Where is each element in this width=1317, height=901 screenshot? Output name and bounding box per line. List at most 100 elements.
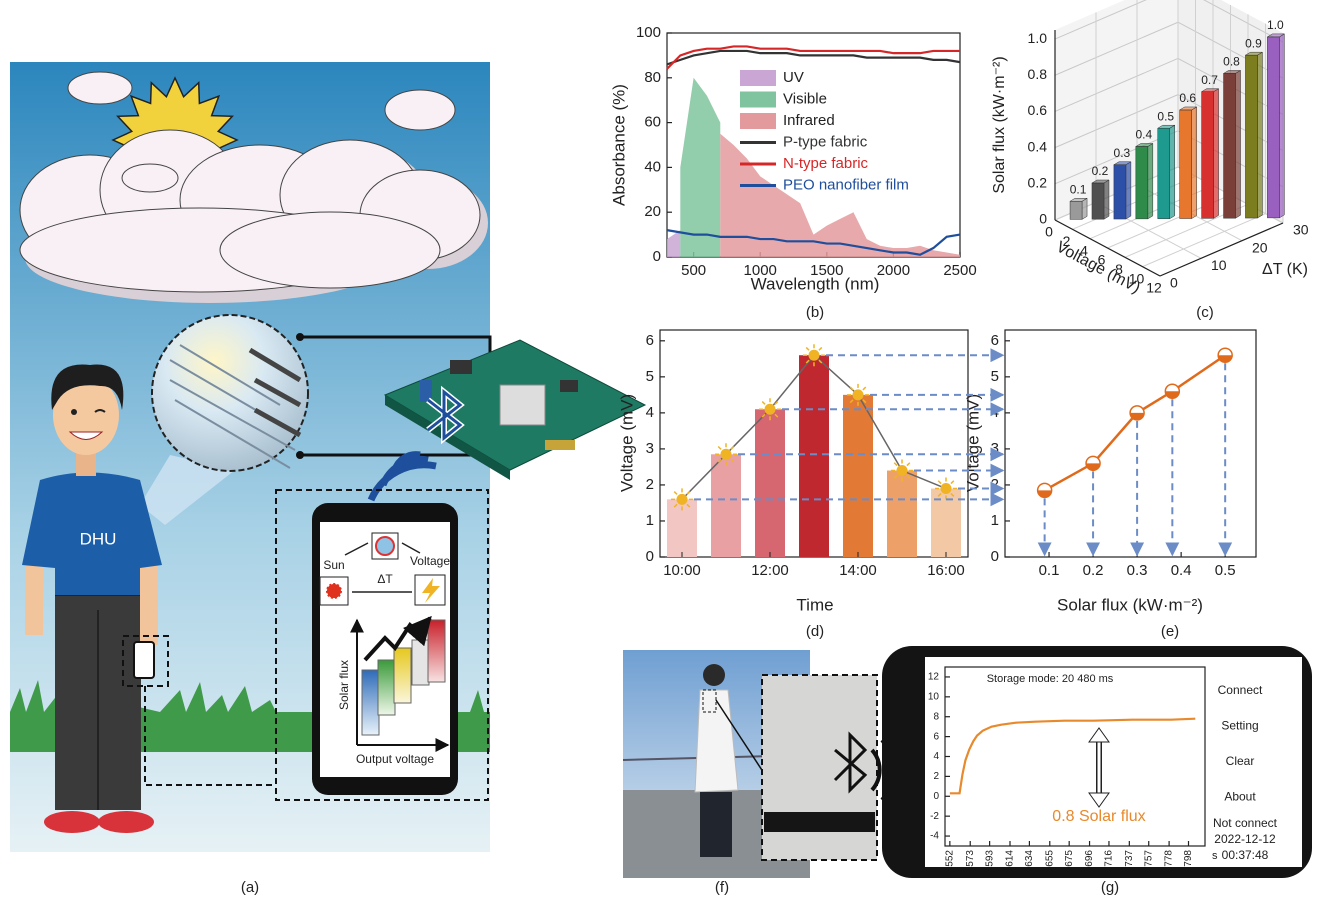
y-tick-label: -2 [930,811,939,822]
value-label: 0.7 [1201,73,1218,87]
y-tick-label: 1.0 [1028,30,1048,46]
legend-swatch [740,92,776,108]
y-tick-label: 60 [644,114,661,131]
y-tick-label: 4 [646,404,654,421]
value-label: 0.8 [1223,55,1240,69]
y-tick-label: 0 [933,791,939,802]
x-tick-label: 634 [1024,850,1035,867]
value-label: 0.5 [1157,109,1174,123]
x-tick-label: 593 [984,850,995,867]
app-label: ΔT [377,572,393,586]
x-tick-label: 500 [681,262,706,279]
z-tick-label: 20 [1252,239,1268,255]
status-text: Not connect [1213,816,1278,830]
sun-marker [765,404,776,415]
value-label: 0.1 [1070,182,1087,196]
y-tick-label: 0 [653,248,661,265]
y-tick-label: 10 [928,691,940,702]
bar-side [1214,89,1219,219]
line [1045,355,1226,490]
thermo-icon [376,537,394,555]
dot [296,451,304,459]
x-axis-label: Voltage (mV) [1053,239,1143,297]
magnifier [152,315,308,471]
y-tick-label: 0 [646,548,654,565]
legend-label: UV [783,69,804,86]
x-tick-label: 2000 [877,262,910,279]
panel-f: (f) [623,650,907,896]
y-tick-label: 8 [933,711,939,722]
x-tick-label: 778 [1164,850,1175,867]
mini-bar [362,670,379,735]
menu-item[interactable]: About [1224,790,1256,804]
screen-title: Storage mode: 20 480 ms [987,673,1114,685]
x-tick-label: 614 [1005,850,1016,867]
y-tick-label: -4 [930,831,939,842]
sun-marker [941,483,952,494]
panel-a: DHU Sun Voltage ΔT Solar flux Output vol… [10,62,645,896]
trousers [700,792,732,857]
x-axis-label: Solar flux (kW·m⁻²) [1057,595,1203,614]
mini-bar [394,648,411,703]
bar [1070,201,1082,219]
panel-caption: (f) [715,879,729,896]
bar [711,454,741,557]
x-tick-label: 737 [1124,850,1135,867]
bar [799,355,829,557]
bar-side [1236,70,1241,218]
bar [887,471,917,557]
bar-side [1170,125,1175,218]
x-axis-label: Time [796,595,833,614]
sun-icon [327,584,341,598]
shirt-text: DHU [80,529,117,548]
panel-caption: (a) [241,879,259,896]
y-tick-label: 80 [644,69,661,86]
x-tick-label: 0.5 [1215,562,1236,579]
x-tick-label: 696 [1084,850,1095,867]
value-label: 0.4 [1135,128,1152,142]
bar [1158,128,1170,218]
y-tick-label: 2 [933,771,939,782]
head [703,664,725,686]
menu-item[interactable]: Connect [1218,683,1263,697]
y-tick-label: 3 [646,440,654,457]
dot [296,333,304,341]
y-tick-label: 6 [991,332,999,349]
x-tick-label: 716 [1104,850,1115,867]
bar [1202,92,1214,219]
y-tick-label: 1 [991,512,999,529]
x-tick-label: 552 [944,850,955,867]
x-tick-label: 10:00 [663,562,701,579]
x-axis-label: Wavelength (nm) [751,274,880,293]
x-tick-label: 0.2 [1083,562,1104,579]
x-unit: s [1212,850,1218,862]
menu-item[interactable]: Clear [1226,754,1255,768]
y-tick-label: 12 [928,672,940,683]
value-label: 1.0 [1267,18,1284,32]
bar-side [1279,34,1284,218]
sun-marker [897,465,908,476]
y-tick-label: 20 [644,203,661,220]
y-axis-label: Voltage (mV) [617,394,636,492]
legend-label: PEO nanofiber film [783,176,909,193]
x-tick-label: 675 [1064,850,1075,867]
x-tick-label: 0 [1045,224,1053,240]
z-tick-label: 10 [1211,257,1227,273]
legend-label: Visible [783,90,827,107]
z-axis-label: ΔT (K) [1262,261,1308,278]
x-tick-label: 798 [1183,850,1194,867]
bar-side [1126,162,1131,219]
value-label: 0.2 [1092,164,1109,178]
y-tick-label: 0 [991,548,999,565]
y-tick-label: 4 [933,751,939,762]
bar [1136,146,1148,218]
y-tick-label: 2 [991,476,999,493]
x-tick-label: 2500 [943,262,976,279]
legend-label: Infrared [783,112,835,129]
value-label: 0.9 [1245,36,1262,50]
menu-item[interactable]: Setting [1221,719,1258,733]
bar [1114,165,1126,219]
sun-marker [677,494,688,505]
mini-bar [412,640,429,685]
bar-side [1192,107,1197,219]
